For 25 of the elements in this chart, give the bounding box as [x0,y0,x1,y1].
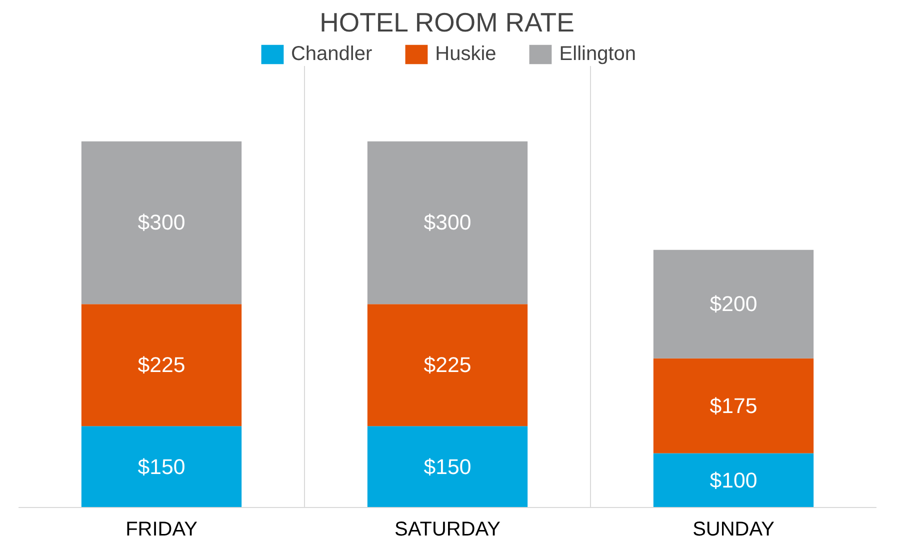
data-label: $100 [710,468,758,492]
bar [81,141,242,304]
bar [367,141,528,304]
bar [367,304,528,426]
data-label: $175 [710,394,758,418]
data-label: $225 [138,353,186,378]
bar [81,304,242,426]
chart-title: HOTEL ROOM RATE [320,8,574,38]
legend-label: Chandler [290,42,372,66]
data-label: $300 [138,210,186,235]
bar [653,358,814,454]
data-label: $150 [424,454,472,479]
bar [653,250,814,358]
x-tick-label: FRIDAY [126,518,198,540]
x-tick-label: SUNDAY [692,518,774,540]
legend-label: Ellington [559,42,636,66]
bar [653,453,814,508]
data-label: $150 [138,454,186,479]
x-tick-label: SATURDAY [394,518,500,540]
legend-label: Huskie [435,42,496,66]
bar [367,426,528,508]
data-label: $300 [424,210,472,235]
bar [81,426,242,508]
data-label: $225 [424,353,472,378]
data-label: $200 [710,292,758,316]
